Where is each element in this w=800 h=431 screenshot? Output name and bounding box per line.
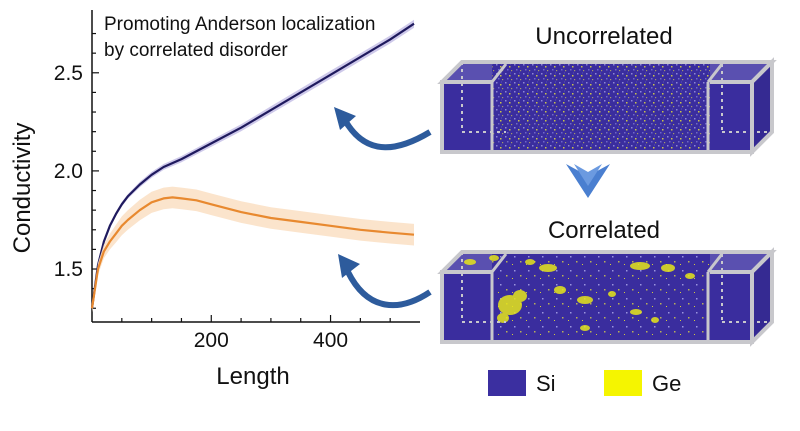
correlated-label: Correlated bbox=[548, 217, 660, 244]
series-2-line bbox=[90, 196, 415, 309]
arrow-to-uncorrelated-curve bbox=[334, 107, 432, 151]
uncorrelated-label: Uncorrelated bbox=[535, 23, 672, 50]
uncorrelated-disorder-box bbox=[437, 57, 777, 157]
x-tick-label-200: 200 bbox=[194, 329, 229, 352]
arrow-to-correlated-curve bbox=[338, 254, 432, 308]
down-arrow-icon bbox=[566, 164, 610, 198]
chart-title-line-2: by correlated disorder bbox=[104, 40, 288, 61]
y-tick-label: 2.0 bbox=[54, 160, 83, 183]
line-chart: 200 400 1.5 2.0 2.5 bbox=[54, 10, 420, 352]
y-axis-label: Conductivity bbox=[9, 123, 36, 254]
y-tick-label: 2.5 bbox=[54, 62, 83, 85]
series-1-line bbox=[90, 22, 415, 309]
legend-swatch-ge bbox=[604, 370, 642, 396]
x-tick-label-400: 400 bbox=[313, 329, 348, 352]
chart-title-line-1: Promoting Anderson localization bbox=[104, 14, 375, 35]
y-tick-label: 1.5 bbox=[54, 258, 83, 281]
legend: Si Ge bbox=[488, 370, 681, 396]
x-axis-label: Length bbox=[216, 363, 289, 390]
legend-label-ge: Ge bbox=[652, 371, 681, 396]
legend-label-si: Si bbox=[536, 371, 556, 396]
correlated-disorder-box bbox=[437, 247, 777, 347]
legend-swatch-si bbox=[488, 370, 526, 396]
series-1-confidence-band bbox=[92, 19, 414, 311]
series-2-confidence-band bbox=[92, 186, 414, 313]
